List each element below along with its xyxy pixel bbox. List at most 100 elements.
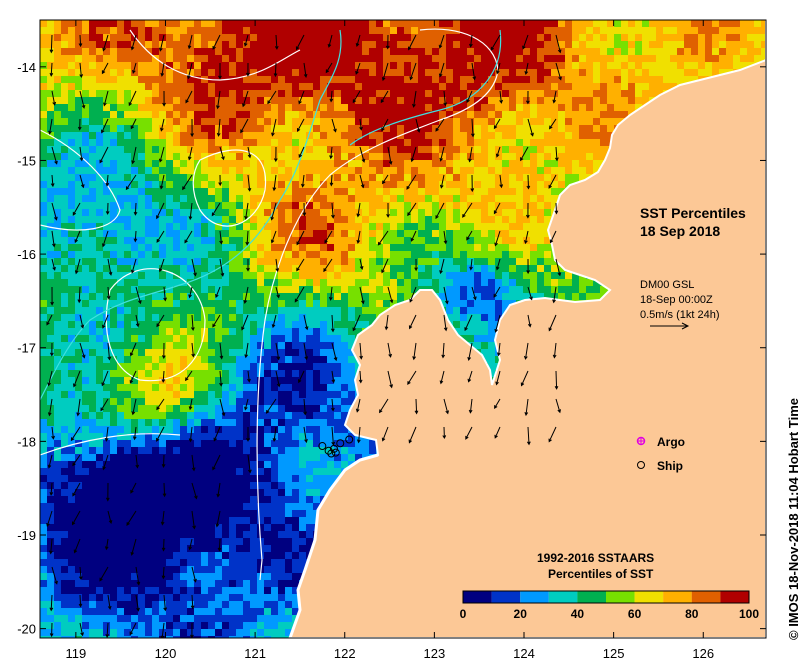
heatmap-cell: [327, 125, 334, 132]
heatmap-cell: [327, 286, 334, 293]
heatmap-cell: [390, 97, 397, 104]
heatmap-cell: [425, 118, 432, 125]
heatmap-cell: [418, 20, 425, 27]
heatmap-cell: [607, 90, 614, 97]
heatmap-cell: [516, 146, 523, 153]
heatmap-cell: [166, 258, 173, 265]
heatmap-cell: [418, 244, 425, 251]
heatmap-cell: [103, 160, 110, 167]
heatmap-cell: [474, 76, 481, 83]
heatmap-cell: [320, 342, 327, 349]
heatmap-cell: [201, 20, 208, 27]
heatmap-cell: [40, 202, 47, 209]
heatmap-cell: [334, 62, 341, 69]
heatmap-cell: [348, 272, 355, 279]
heatmap-cell: [558, 20, 565, 27]
heatmap-cell: [54, 328, 61, 335]
heatmap-cell: [397, 90, 404, 97]
heatmap-cell: [411, 216, 418, 223]
heatmap-cell: [334, 244, 341, 251]
heatmap-cell: [509, 139, 516, 146]
heatmap-cell: [271, 230, 278, 237]
heatmap-cell: [334, 328, 341, 335]
heatmap-cell: [145, 314, 152, 321]
heatmap-cell: [313, 83, 320, 90]
heatmap-cell: [355, 202, 362, 209]
heatmap-cell: [229, 237, 236, 244]
heatmap-cell: [145, 349, 152, 356]
heatmap-cell: [215, 20, 222, 27]
heatmap-cell: [397, 167, 404, 174]
heatmap-cell: [103, 97, 110, 104]
heatmap-cell: [327, 307, 334, 314]
heatmap-cell: [376, 118, 383, 125]
heatmap-cell: [278, 216, 285, 223]
heatmap-cell: [292, 237, 299, 244]
heatmap-cell: [131, 286, 138, 293]
heatmap-cell: [348, 104, 355, 111]
heatmap-cell: [362, 69, 369, 76]
heatmap-cell: [544, 132, 551, 139]
heatmap-cell: [124, 307, 131, 314]
heatmap-cell: [502, 216, 509, 223]
heatmap-cell: [334, 314, 341, 321]
heatmap-cell: [180, 202, 187, 209]
heatmap-cell: [551, 62, 558, 69]
heatmap-cell: [432, 160, 439, 167]
heatmap-cell: [376, 237, 383, 244]
heatmap-cell: [586, 90, 593, 97]
heatmap-cell: [355, 188, 362, 195]
heatmap-cell: [152, 118, 159, 125]
heatmap-cell: [530, 188, 537, 195]
heatmap-cell: [551, 160, 558, 167]
heatmap-cell: [362, 174, 369, 181]
heatmap-cell: [208, 272, 215, 279]
heatmap-cell: [362, 167, 369, 174]
heatmap-cell: [439, 69, 446, 76]
heatmap-cell: [187, 48, 194, 55]
heatmap-cell: [166, 118, 173, 125]
heatmap-cell: [383, 146, 390, 153]
heatmap-cell: [663, 55, 670, 62]
heatmap-cell: [481, 55, 488, 62]
heatmap-cell: [110, 286, 117, 293]
heatmap-cell: [236, 83, 243, 90]
heatmap-cell: [376, 272, 383, 279]
heatmap-cell: [355, 195, 362, 202]
heatmap-cell: [278, 125, 285, 132]
heatmap-cell: [138, 272, 145, 279]
heatmap-cell: [460, 62, 467, 69]
heatmap-cell: [145, 174, 152, 181]
heatmap-cell: [278, 230, 285, 237]
heatmap-cell: [89, 160, 96, 167]
heatmap-cell: [495, 139, 502, 146]
heatmap-cell: [446, 76, 453, 83]
heatmap-cell: [89, 34, 96, 41]
heatmap-cell: [544, 195, 551, 202]
heatmap-cell: [320, 41, 327, 48]
heatmap-cell: [369, 104, 376, 111]
heatmap-cell: [495, 90, 502, 97]
heatmap-cell: [607, 132, 614, 139]
heatmap-cell: [187, 125, 194, 132]
heatmap-cell: [278, 104, 285, 111]
heatmap-cell: [313, 293, 320, 300]
heatmap-cell: [544, 146, 551, 153]
heatmap-cell: [124, 174, 131, 181]
heatmap-cell: [586, 146, 593, 153]
heatmap-cell: [327, 139, 334, 146]
heatmap-cell: [166, 41, 173, 48]
heatmap-cell: [124, 139, 131, 146]
heatmap-cell: [117, 195, 124, 202]
heatmap-cell: [516, 244, 523, 251]
heatmap-cell: [306, 328, 313, 335]
heatmap-cell: [488, 174, 495, 181]
heatmap-cell: [124, 258, 131, 265]
heatmap-cell: [705, 62, 712, 69]
heatmap-cell: [40, 195, 47, 202]
heatmap-cell: [355, 146, 362, 153]
heatmap-cell: [551, 153, 558, 160]
heatmap-cell: [467, 34, 474, 41]
heatmap-cell: [537, 41, 544, 48]
heatmap-cell: [145, 69, 152, 76]
